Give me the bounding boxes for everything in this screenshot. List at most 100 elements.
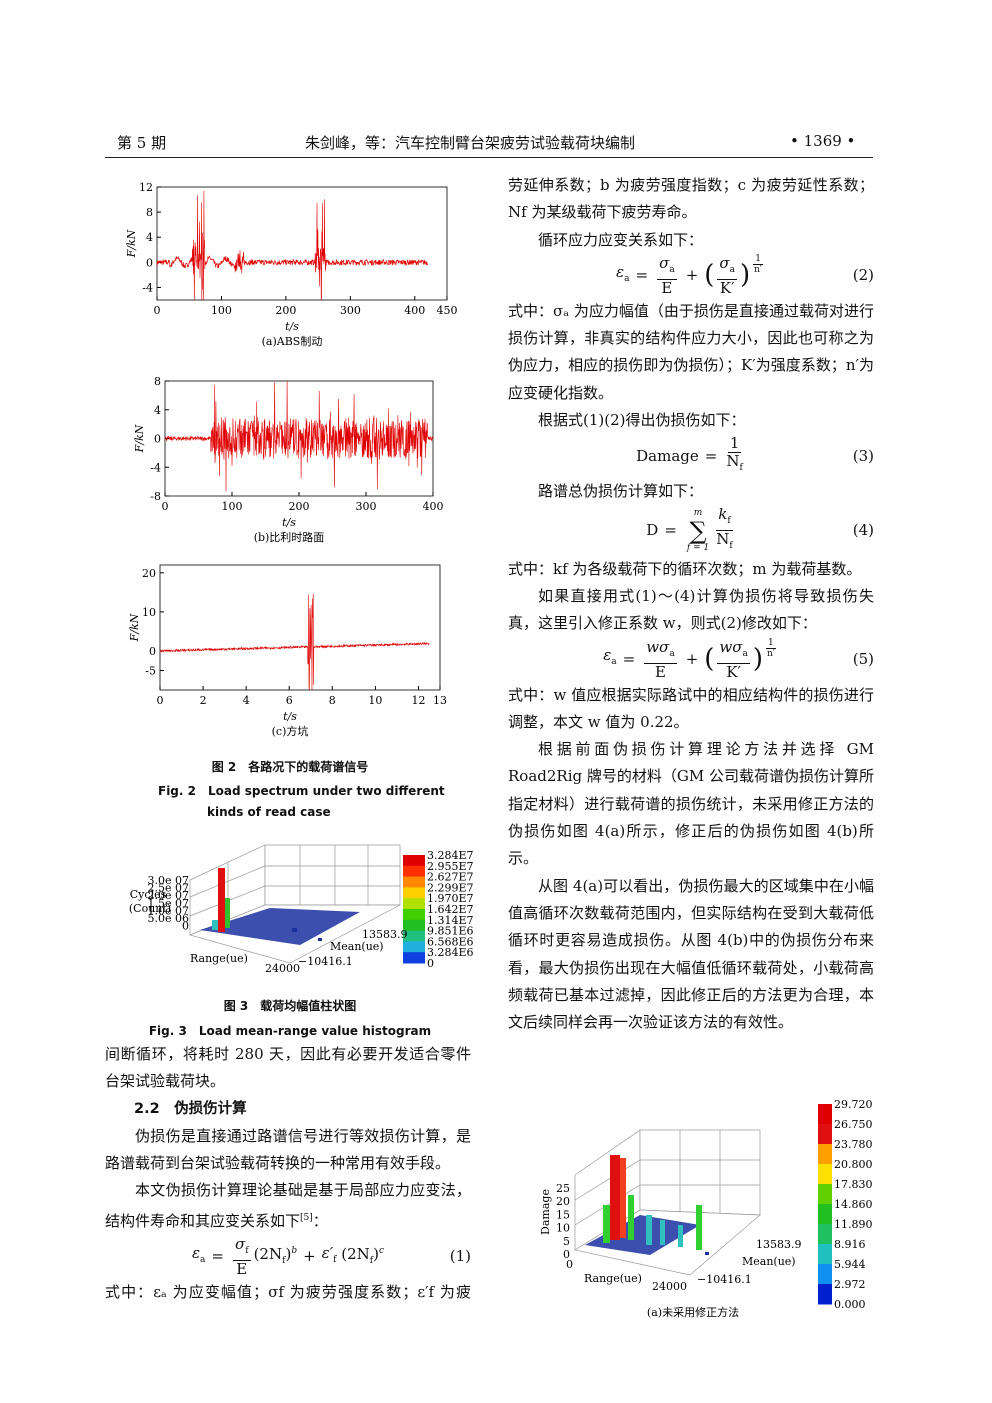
colorbar-label: 5.944 <box>834 1258 866 1271</box>
rect <box>620 1158 626 1238</box>
colorbar-label: 3.284E6 <box>427 946 474 959</box>
text: + <box>685 266 699 285</box>
colorbar-label: 26.750 <box>834 1118 873 1131</box>
text: c <box>378 1246 385 1257</box>
rect <box>678 1225 683 1247</box>
axis-label: Cycles <box>130 888 167 901</box>
z-tick-label: 10 <box>556 1222 570 1235</box>
text: n′ <box>754 264 762 275</box>
paragraph: 如果直接用式(1)～(4)计算伪损伤将导致损伤失真，这里引入修正系数 w，则式(… <box>508 586 874 633</box>
text: N <box>716 530 730 549</box>
x-tick-label: 100 <box>211 304 232 317</box>
histogram-3d <box>574 1129 761 1276</box>
span: (2Nf)b <box>254 1238 298 1275</box>
x-tick-label: 2 <box>200 694 207 707</box>
colorbar-band <box>818 1164 832 1185</box>
text: ( <box>704 260 715 291</box>
y-axis-label: F/kN <box>125 229 138 258</box>
x-tick-label: 300 <box>356 500 377 513</box>
page-number: • 1369 • <box>790 132 856 150</box>
tick-label: 24000 <box>265 962 300 975</box>
figure-caption-en: kinds of read case <box>207 805 331 819</box>
equation: Damage = 1 Nf (3) <box>508 434 874 478</box>
text: wσ <box>719 637 743 656</box>
text: ε′ <box>321 1243 334 1262</box>
text: 本文伪损伤计算理论基础是基于局部应力应变法，结构件寿命和其应变关系如下 <box>105 1181 471 1230</box>
panel-caption: (a)ABS制动 <box>262 335 323 348</box>
x-tick-label: 6 <box>286 694 293 707</box>
x-tick-label: 8 <box>329 694 336 707</box>
y-tick-label: 12 <box>139 181 153 194</box>
paragraph: 本文伪损伤计算理论基础是基于局部应力应变法，结构件寿命和其应变关系如下[5]： <box>105 1177 471 1235</box>
tick-label: 13583.9 <box>362 928 408 941</box>
colorbar-label: 0 <box>427 957 434 970</box>
y-tick-label: 20 <box>142 567 156 580</box>
text: m <box>693 507 703 518</box>
signal-trace <box>159 593 430 691</box>
colorbar-label: 11.890 <box>834 1218 873 1231</box>
polygon <box>200 908 360 945</box>
colorbar-band <box>818 1184 832 1205</box>
colorbar-label: 2.299E7 <box>427 881 474 894</box>
x-tick-label: 12 <box>411 694 425 707</box>
text: f <box>729 541 733 552</box>
span: 1 Nf <box>726 435 742 477</box>
colorbar-band <box>818 1124 832 1145</box>
text: ( <box>704 643 715 674</box>
text: N <box>726 452 740 471</box>
colorbar-label: 3.284E7 <box>427 849 474 862</box>
colorbar-label: 2.627E7 <box>427 871 474 884</box>
y-tick-label: -8 <box>150 490 161 503</box>
x-axis-label: t/s <box>283 710 297 723</box>
rect <box>292 928 297 932</box>
axis-label: Range(ue) <box>584 1272 642 1285</box>
z-tick-label: 20 <box>556 1195 570 1208</box>
span: εa <box>616 259 629 293</box>
panel-caption: (c)方坑 <box>272 724 309 738</box>
text: [5] <box>300 1212 313 1223</box>
text: a <box>200 1254 206 1265</box>
x-tick-label: 200 <box>289 500 310 513</box>
text: k <box>718 505 728 524</box>
z-tick-label: 2.5e 07 <box>148 882 190 895</box>
text: σ <box>234 1235 246 1254</box>
span: wσa <box>644 638 677 664</box>
x-tick-label: 300 <box>340 304 361 317</box>
z-tick-label: 0 <box>563 1248 570 1261</box>
text: f <box>333 1254 337 1265</box>
x-axis-label: t/s <box>285 320 299 333</box>
paragraph: 劳延伸系数；b 为疲劳强度指数；c 为疲劳延性系数；Nf 为某级载荷下疲劳寿命。 <box>508 176 874 222</box>
equation: εa = σf E (2Nf)b + ε′f (2Nf)c (1) <box>105 1235 471 1279</box>
x-tick-label: 100 <box>222 500 243 513</box>
text: D <box>646 521 659 540</box>
rect <box>212 920 218 930</box>
y-tick-label: 0 <box>146 256 153 269</box>
paragraph: 循环应力应变关系如下： <box>538 230 704 249</box>
tick-label: 13583.9 <box>756 1238 802 1251</box>
line <box>574 1159 641 1201</box>
x-axis-label: t/s <box>282 516 296 529</box>
left-column: 间断循环，将耗时 280 天，因此有必要开发适合零件台架试验载荷块。 2.2 伪… <box>105 1041 471 1306</box>
colorbar-band <box>818 1144 832 1165</box>
z-tick-label: 25 <box>556 1182 570 1195</box>
rect <box>696 1205 702 1250</box>
x-tick-label: 0 <box>154 304 161 317</box>
colorbar-label: 1.642E7 <box>427 903 474 916</box>
axis-label: (Count) <box>129 902 171 915</box>
polygon <box>639 1129 761 1216</box>
tick-label: 0 <box>566 1258 573 1271</box>
text: a <box>742 648 748 659</box>
tick-label: −10416.1 <box>298 955 353 968</box>
z-tick-label: 5.0e 06 <box>148 912 190 925</box>
colorbar-label: 23.780 <box>834 1138 873 1151</box>
text: ε <box>603 646 612 665</box>
x-tick-label: 10 <box>368 694 382 707</box>
y-tick-label: 0 <box>154 433 161 446</box>
x-tick-label: 0 <box>157 694 164 707</box>
polygon <box>585 1215 700 1255</box>
x-tick-label: 4 <box>243 694 250 707</box>
text: K′ <box>726 662 741 681</box>
span: Nf <box>716 531 732 555</box>
text: a <box>624 273 630 284</box>
y-tick-label: 0 <box>149 645 156 658</box>
